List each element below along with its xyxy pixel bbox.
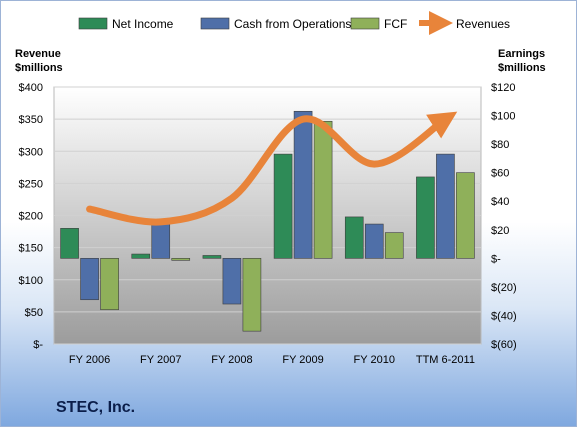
legend-label: FCF (384, 17, 407, 31)
left-tick-label: $200 (19, 211, 43, 223)
right-tick-label: $100 (491, 111, 515, 123)
right-axis-title-line: $millions (498, 62, 546, 74)
right-tick-label: $(60) (491, 339, 517, 351)
left-tick-label: $- (33, 339, 43, 351)
revenue-point (89, 208, 91, 210)
revenue-point (302, 118, 304, 120)
right-tick-label: $60 (491, 168, 509, 180)
bar (273, 153, 293, 259)
bar (202, 255, 222, 259)
bar (293, 110, 313, 259)
legend-label: Cash from Operations (234, 17, 351, 31)
right-tick-label: $120 (491, 82, 515, 94)
right-axis-title: Earnings $millions (498, 48, 546, 74)
right-tick-label: $- (491, 253, 501, 265)
left-tick-label: $50 (25, 307, 43, 319)
legend-swatch (78, 17, 108, 30)
bar (100, 258, 119, 311)
left-axis-title-line: $millions (15, 62, 63, 74)
category-label: TTM 6-2011 (416, 354, 475, 366)
category-label: FY 2010 (354, 354, 395, 366)
right-axis-title-line: Earnings (498, 48, 545, 60)
bar (456, 172, 475, 259)
left-tick-label: $300 (19, 146, 43, 158)
right-tick-label: $20 (491, 225, 509, 237)
right-tick-label: $40 (491, 196, 509, 208)
category-label: FY 2008 (211, 354, 252, 366)
legend-swatch (350, 17, 380, 30)
right-tick-label: $80 (491, 139, 509, 151)
left-tick-label: $350 (19, 114, 43, 126)
left-tick-label: $250 (19, 178, 43, 190)
revenue-point (373, 163, 375, 165)
bar (60, 228, 79, 259)
bar (416, 176, 435, 259)
bar (242, 258, 262, 332)
bar (313, 120, 333, 259)
left-axis-title: Revenue $millions (15, 48, 63, 74)
bar (364, 223, 384, 259)
category-label: FY 2009 (282, 354, 323, 366)
revenue-point (444, 118, 446, 120)
bar (384, 232, 404, 259)
category-label: FY 2007 (140, 354, 181, 366)
bar (80, 258, 99, 301)
bar (436, 153, 455, 259)
company-title: STEC, Inc. (56, 399, 136, 416)
left-axis-title-line: Revenue (15, 48, 61, 60)
bar (171, 258, 191, 261)
revenue-point (160, 221, 162, 223)
legend-label: Revenues (456, 17, 510, 31)
bar (344, 216, 364, 259)
right-tick-label: $(40) (491, 310, 517, 322)
legend-label: Net Income (112, 17, 174, 31)
left-tick-label: $100 (19, 275, 43, 287)
bar (131, 253, 151, 259)
left-tick-label: $150 (19, 243, 43, 255)
revenue-point (231, 197, 233, 199)
legend-swatch (200, 17, 230, 30)
category-label: FY 2006 (69, 354, 110, 366)
bar (151, 223, 171, 259)
left-tick-label: $400 (19, 82, 43, 94)
right-tick-label: $(20) (491, 282, 517, 294)
bar (222, 258, 242, 305)
